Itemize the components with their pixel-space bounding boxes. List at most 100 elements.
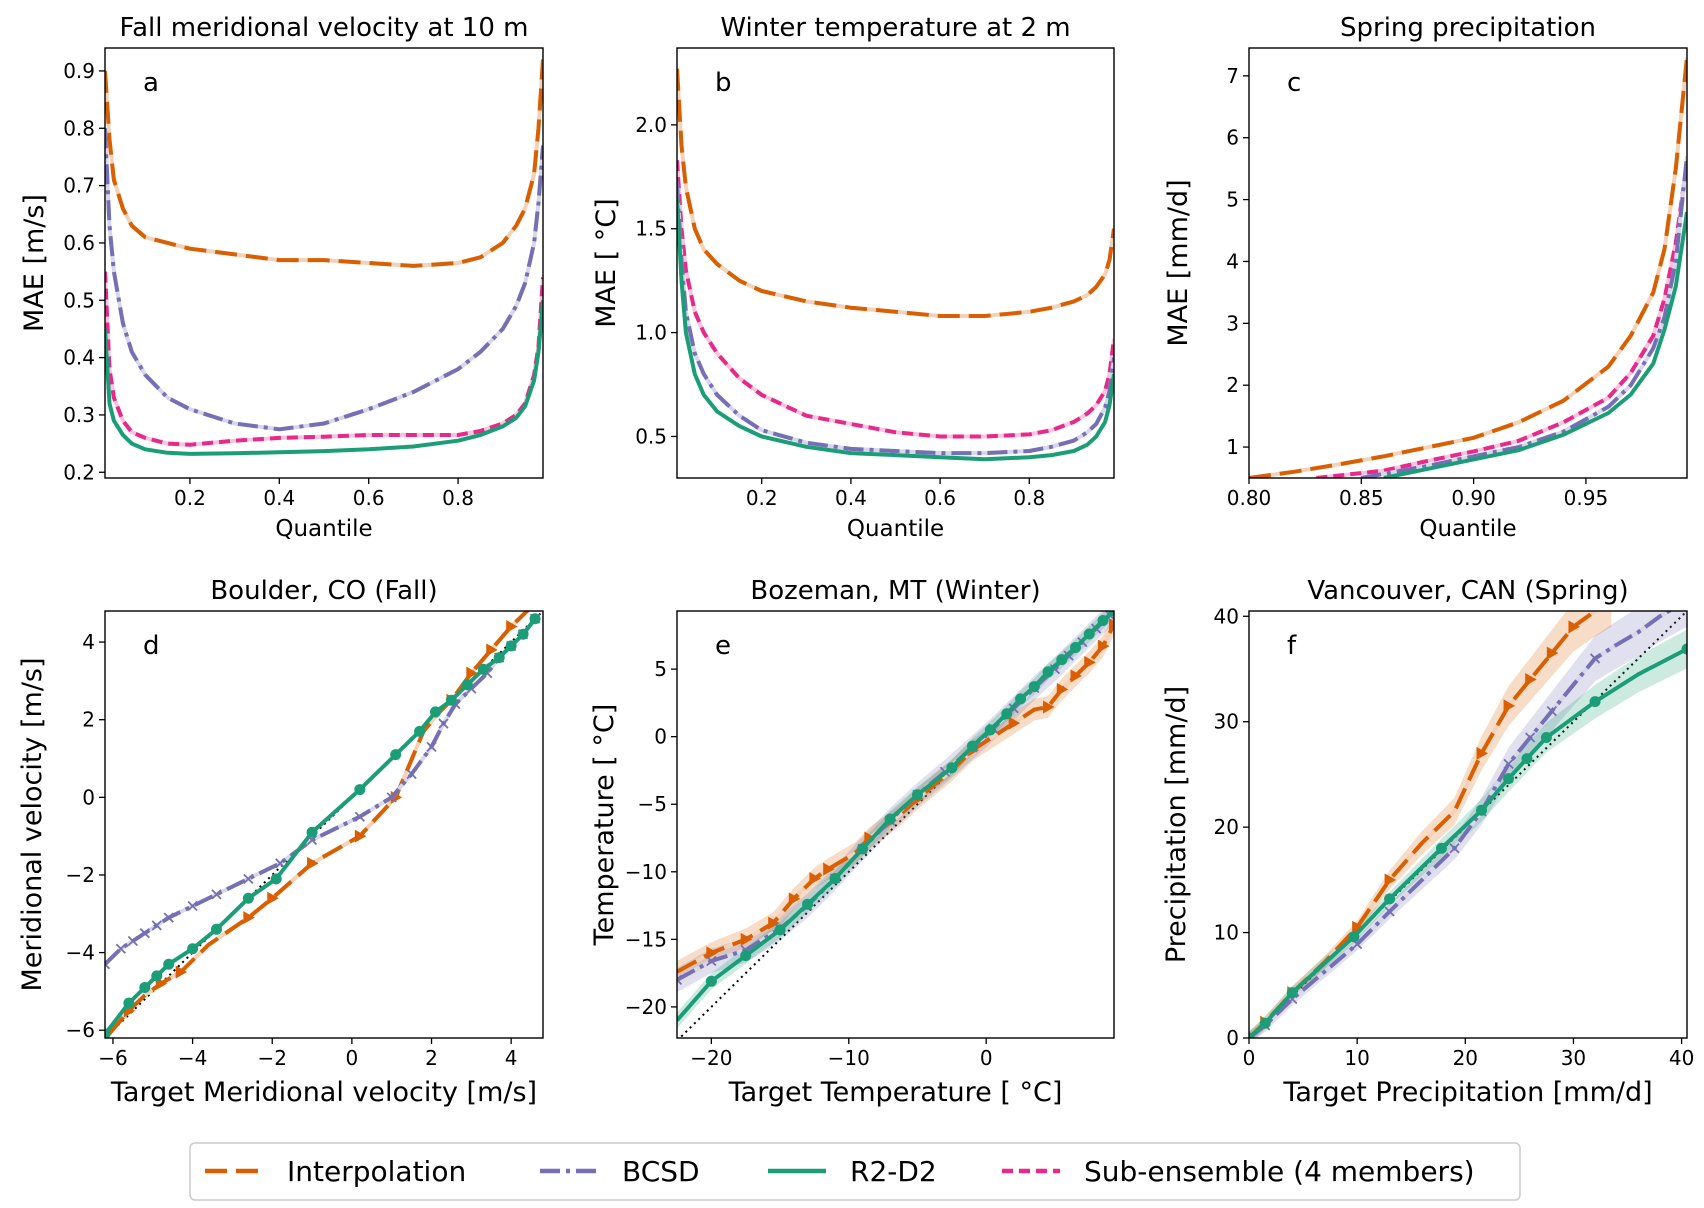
marker-r2d2 — [445, 694, 457, 706]
marker-interpolation — [486, 643, 498, 657]
marker-bcsd — [115, 943, 127, 954]
x-tick-label: 0.4 — [835, 486, 867, 510]
marker-r2d2 — [946, 762, 958, 774]
y-tick-label: 5 — [1226, 188, 1239, 212]
marker-r2d2 — [139, 982, 151, 994]
y-tick-label: 0.3 — [63, 403, 95, 427]
x-axis-label: Quantile — [275, 516, 372, 542]
marker-r2d2 — [242, 892, 254, 904]
marker-bcsd — [1503, 758, 1514, 770]
y-tick-label: 5 — [654, 657, 667, 681]
x-tick-label: 20 — [1453, 1046, 1478, 1070]
marker-bcsd — [243, 873, 254, 884]
legend: Interpolation BCSD R2-D2 Sub-ensemble (4 me… — [189, 1142, 1521, 1201]
x-tick-label: 0.80 — [1227, 486, 1272, 510]
marker-r2d2 — [414, 725, 426, 737]
y-tick-label: −4 — [66, 941, 95, 965]
y-tick-label: 20 — [1214, 815, 1239, 839]
x-tick-label: −6 — [98, 1046, 127, 1070]
marker-bcsd — [406, 768, 417, 780]
plot-area-b — [677, 68, 1114, 462]
series-interpolation — [105, 59, 543, 268]
y-tick-label: 0.5 — [63, 288, 95, 312]
marker-r2d2 — [1070, 641, 1082, 653]
band-bcsd — [677, 611, 1110, 993]
panel-b: 0.2 0.4 0.6 0.8 0.5 1.0 1.5 2.0 Winter temperatu… — [591, 13, 1115, 542]
marker-r2d2 — [477, 663, 489, 675]
series-bcsd — [1249, 611, 1674, 1038]
marker-r2d2 — [1540, 732, 1552, 744]
panel-d: −6 −4 −2 0 2 4 −6 −4 −2 0 2 4 Boulder, CO (Fall) d Tar… — [17, 576, 544, 1108]
marker-r2d2 — [1589, 696, 1601, 708]
marker-r2d2 — [911, 789, 923, 801]
marker-bcsd — [1546, 706, 1557, 717]
y-axis-label: MAE [mm/d] — [1163, 179, 1194, 346]
marker-bcsd — [187, 900, 198, 912]
marker-interpolation — [1503, 699, 1516, 713]
y-tick-label: 4 — [82, 630, 95, 654]
y-axis-label: MAE [ °C] — [591, 198, 622, 327]
marker-r2d2 — [774, 924, 786, 936]
marker-r2d2 — [740, 950, 752, 962]
panel-letter: f — [1287, 631, 1297, 661]
marker-r2d2 — [1286, 987, 1298, 999]
marker-interpolation — [175, 965, 188, 979]
marker-r2d2 — [1503, 773, 1515, 785]
marker-r2d2 — [1436, 842, 1448, 854]
marker-interpolation — [1043, 700, 1055, 714]
marker-bcsd — [211, 889, 222, 900]
y-tick-label: −6 — [66, 1018, 95, 1042]
y-tick-label: 0 — [1226, 1026, 1239, 1050]
x-tick-label: 0.2 — [174, 486, 206, 510]
marker-interpolation — [1070, 669, 1083, 683]
marker-r2d2 — [829, 873, 841, 885]
x-axis-label: Quantile — [1419, 516, 1516, 542]
y-tick-label: 1.5 — [635, 217, 667, 241]
x-axis-label: Target Precipitation [mm/d] — [1282, 1077, 1652, 1108]
axes-frame — [104, 610, 544, 1039]
marker-r2d2 — [163, 958, 175, 970]
legend-item-bcsd: BCSD — [540, 1155, 700, 1188]
panel-title: Boulder, CO (Fall) — [210, 576, 437, 606]
series-interpolation-underlay — [1249, 57, 1687, 478]
panel-title: Winter temperature at 2 m — [720, 13, 1070, 43]
axes-frame — [676, 610, 1115, 1039]
marker-interpolation — [1098, 639, 1110, 653]
y-tick-label: −10 — [625, 860, 667, 884]
marker-r2d2 — [517, 628, 529, 640]
marker-r2d2 — [270, 873, 282, 885]
y-tick-label: 3 — [1226, 311, 1239, 335]
marker-r2d2 — [1056, 654, 1068, 666]
x-tick-label: 4 — [505, 1046, 518, 1070]
marker-interpolation — [307, 856, 319, 870]
panel-e: −20 −10 0 −20 −15 −10 −5 0 5 Bozeman, MT (Winter)… — [589, 576, 1115, 1108]
marker-interpolation — [1056, 682, 1069, 696]
marker-bcsd — [1384, 906, 1395, 917]
y-tick-label: 0 — [654, 725, 667, 749]
panel-c: 0.80 0.85 0.90 0.95 1 2 3 4 5 6 7 Spring precipitat… — [1163, 13, 1688, 542]
marker-r2d2 — [123, 997, 135, 1009]
marker-r2d2 — [1108, 611, 1114, 617]
marker-r2d2 — [187, 943, 199, 955]
marker-r2d2 — [1521, 753, 1533, 765]
x-tick-label: 10 — [1344, 1046, 1369, 1070]
x-tick-label: 0.4 — [263, 486, 295, 510]
panel-title: Bozeman, MT (Winter) — [750, 576, 1040, 606]
band-interpolation — [677, 613, 1114, 983]
series-bcsd-underlay — [105, 128, 543, 432]
marker-r2d2 — [705, 975, 717, 987]
y-tick-label: −20 — [625, 995, 667, 1019]
series-interpolation-underlay — [105, 59, 543, 268]
marker-r2d2 — [1476, 804, 1488, 816]
marker-interpolation — [1525, 673, 1537, 687]
marker-bcsd — [127, 935, 139, 947]
y-tick-label: −5 — [638, 792, 667, 816]
marker-interpolation — [243, 911, 255, 925]
axes-frame — [676, 47, 1115, 479]
legend-label: BCSD — [622, 1155, 700, 1188]
series-interpolation — [677, 623, 1114, 974]
marker-bcsd — [438, 718, 449, 729]
panel-letter: d — [143, 631, 160, 661]
marker-interpolation — [1546, 646, 1559, 660]
x-tick-label: 0.6 — [924, 486, 956, 510]
